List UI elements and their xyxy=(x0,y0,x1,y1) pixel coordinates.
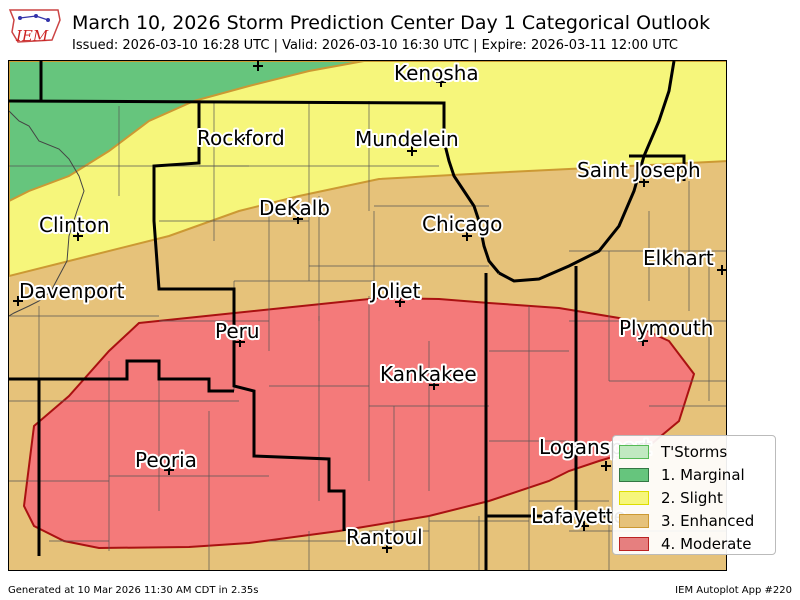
legend-swatch xyxy=(619,444,649,459)
city-label-joliet: Joliet xyxy=(369,279,421,303)
slight-risk-area xyxy=(9,61,726,278)
legend-item-tstorms: T'Storms xyxy=(619,440,769,463)
app-footer: IEM Autoplot App #220 xyxy=(675,585,792,596)
city-label-rantoul: Rantoul xyxy=(346,525,423,549)
city-label-chicago: Chicago xyxy=(422,212,502,236)
legend-label: 4. Moderate xyxy=(661,534,752,553)
legend-item-moderate: 4. Moderate xyxy=(619,532,769,555)
city-label-rockford: Rockford xyxy=(197,126,285,150)
city-label-peru: Peru xyxy=(215,319,260,343)
marginal-risk-area xyxy=(9,61,365,203)
river-line xyxy=(9,110,85,317)
legend-label: 1. Marginal xyxy=(661,465,745,484)
city-label-kenosha: Kenosha xyxy=(394,61,479,85)
legend-swatch xyxy=(619,513,649,528)
legend-item-marginal: 1. Marginal xyxy=(619,463,769,486)
legend-label: T'Storms xyxy=(661,442,728,461)
page-title: March 10, 2026 Storm Prediction Center D… xyxy=(72,12,711,34)
moderate-risk-area xyxy=(22,296,696,550)
generated-footer: Generated at 10 Mar 2026 11:30 AM CDT in… xyxy=(8,585,259,596)
city-label-peoria: Peoria xyxy=(135,448,197,472)
county-lines xyxy=(9,101,726,570)
city-label-lafayette: Lafayette xyxy=(531,504,626,528)
legend-swatch xyxy=(619,467,649,482)
city-label-mundelein: Mundelein xyxy=(355,127,459,151)
city-markers xyxy=(13,61,726,553)
city-label-davenport: Davenport xyxy=(19,279,125,303)
outlook-map: Kenosha Rockford Mundelein Saint Joseph … xyxy=(8,60,727,571)
legend-swatch xyxy=(619,536,649,551)
city-label-clinton: Clinton xyxy=(39,213,110,237)
state-lines xyxy=(9,61,686,570)
city-label-kankakee: Kankakee xyxy=(380,362,477,386)
legend-label: 3. Enhanced xyxy=(661,511,755,530)
legend-label: 2. Slight xyxy=(661,488,723,507)
page-subtitle: Issued: 2026-03-10 16:28 UTC | Valid: 20… xyxy=(72,38,678,53)
map-svg: Kenosha Rockford Mundelein Saint Joseph … xyxy=(9,61,726,570)
logo-text: IEM xyxy=(15,27,49,45)
legend-item-enhanced: 3. Enhanced xyxy=(619,509,769,532)
city-label-saint-joseph: Saint Joseph xyxy=(577,158,701,182)
city-label-plymouth: Plymouth xyxy=(619,316,713,340)
city-label-dekalb: DeKalb xyxy=(259,196,330,220)
city-label-elkhart: Elkhart xyxy=(643,246,714,270)
iem-logo: IEM xyxy=(6,6,64,50)
legend: T'Storms 1. Marginal 2. Slight 3. Enhanc… xyxy=(612,435,776,555)
legend-swatch xyxy=(619,490,649,505)
legend-item-slight: 2. Slight xyxy=(619,486,769,509)
